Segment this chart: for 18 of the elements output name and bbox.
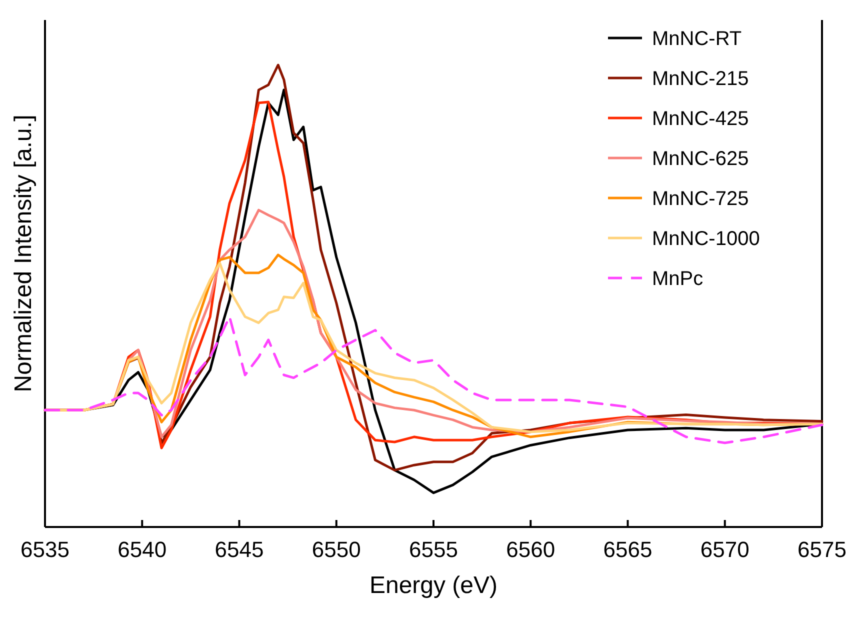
x-axis-title: Energy (eV) — [369, 572, 498, 599]
x-tick-label: 6540 — [118, 537, 167, 562]
x-tick-label: 6555 — [409, 537, 458, 562]
legend-label: MnNC-625 — [652, 148, 749, 170]
legend-label: MnNC-425 — [652, 108, 749, 130]
legend-label: MnNC-1000 — [652, 228, 760, 250]
x-tick-label: 6535 — [20, 537, 70, 562]
x-tick-label: 6560 — [506, 537, 556, 562]
y-axis-title: Normalized Intensity [a.u.] — [10, 114, 37, 392]
legend-label: MnNC-RT — [652, 28, 742, 50]
legend-label: MnPc — [652, 268, 704, 290]
x-tick-label: 6545 — [214, 537, 264, 562]
x-tick-label: 6575 — [798, 537, 846, 562]
legend-label: MnNC-215 — [652, 68, 749, 90]
x-tick-label: 6550 — [312, 537, 361, 562]
x-tick-label: 6570 — [700, 537, 750, 562]
x-tick-label: 6565 — [603, 537, 652, 562]
legend-label: MnNC-725 — [652, 188, 749, 210]
